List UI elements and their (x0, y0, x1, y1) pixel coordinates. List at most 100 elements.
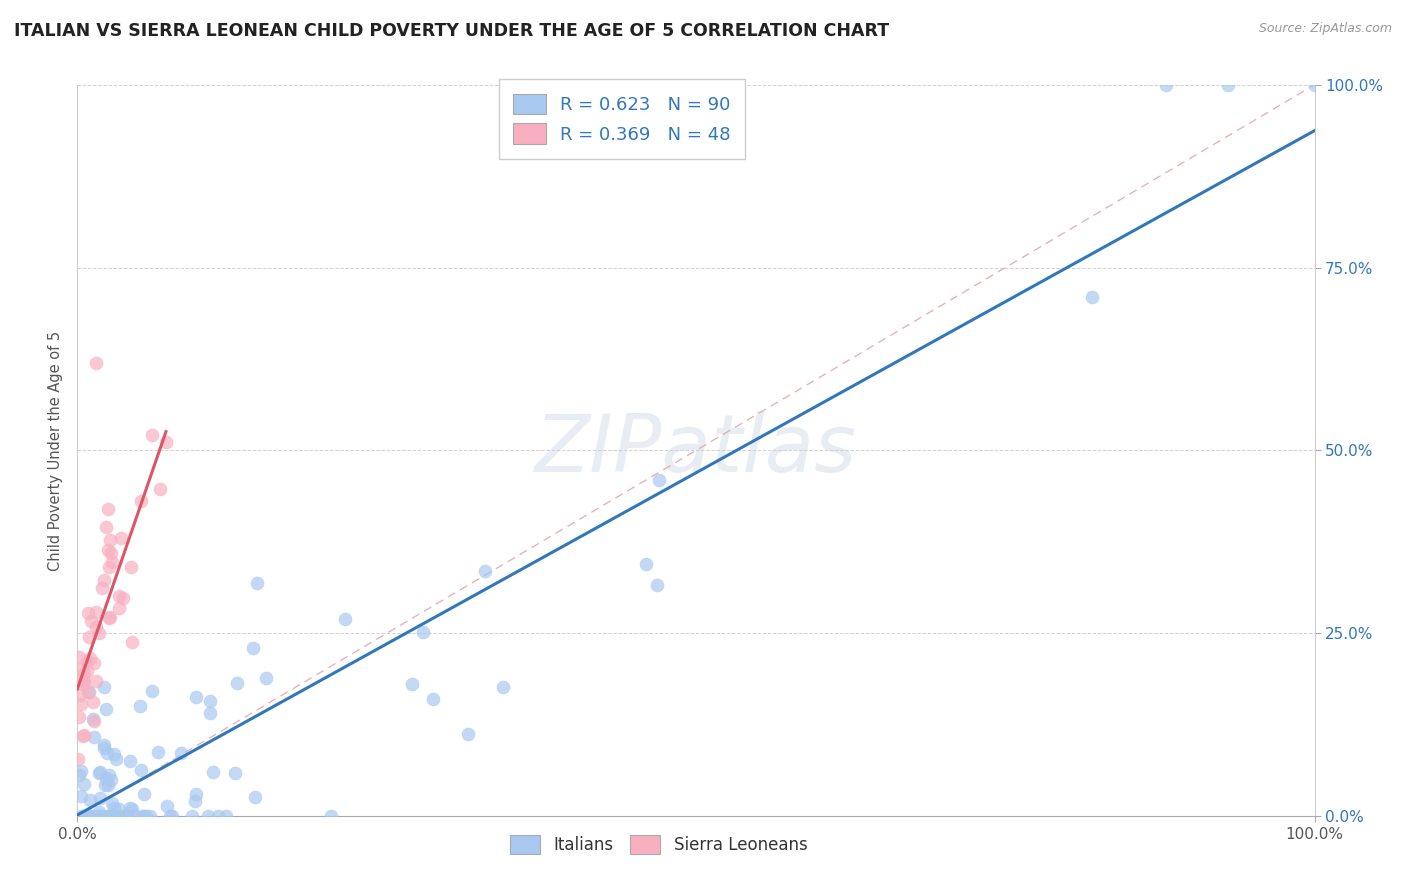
Point (98, 533, 121, 548)
Point (70, 809, 93, 823)
Point (82, 809, 104, 823)
Point (72, 673, 94, 687)
Point (333, 612, 356, 626)
Point (77, 685, 100, 699)
Point (84, 619, 107, 633)
Point (77, 630, 100, 644)
Point (70, 698, 93, 712)
Point (254, 671, 277, 685)
Point (83, 657, 105, 671)
Point (474, 564, 496, 578)
Point (111, 809, 134, 823)
Point (97, 778, 120, 792)
Point (87, 625, 110, 640)
Point (121, 635, 143, 649)
Point (132, 809, 155, 823)
Point (141, 684, 163, 698)
Point (84, 356, 107, 370)
Point (1081, 290, 1104, 304)
Point (89, 765, 111, 780)
Point (1303, 78, 1326, 92)
Point (492, 680, 515, 694)
Point (94, 771, 117, 785)
Point (82, 695, 104, 709)
Point (121, 802, 143, 816)
Point (457, 727, 479, 741)
Y-axis label: Child Poverty Under the Age of 5: Child Poverty Under the Age of 5 (48, 330, 63, 571)
Point (84, 673, 107, 688)
Point (139, 809, 162, 823)
Point (120, 801, 142, 815)
Point (94, 520, 117, 534)
Point (83, 714, 105, 729)
Point (207, 809, 229, 823)
Point (129, 764, 152, 778)
Point (67, 649, 90, 664)
Point (76, 606, 98, 620)
Point (73, 777, 96, 791)
Point (225, 676, 247, 690)
Point (156, 798, 179, 813)
Point (105, 809, 128, 823)
Point (215, 809, 238, 823)
Point (104, 752, 127, 766)
Point (108, 802, 131, 816)
Text: ZIPatlas: ZIPatlas (534, 411, 858, 490)
Point (98, 609, 121, 624)
Point (84, 809, 107, 823)
Point (645, 578, 668, 592)
Point (76, 654, 98, 668)
Point (76, 809, 98, 823)
Point (72, 662, 94, 676)
Point (83, 731, 105, 745)
Point (79, 809, 101, 823)
Point (184, 690, 207, 705)
Point (129, 494, 152, 508)
Point (141, 427, 163, 442)
Point (134, 788, 156, 802)
Point (69, 789, 91, 803)
Point (93, 573, 115, 587)
Point (129, 699, 152, 714)
Point (198, 706, 221, 720)
Point (77, 685, 100, 699)
Point (87, 765, 110, 780)
Point (146, 745, 169, 759)
Point (160, 809, 183, 823)
Point (70, 764, 93, 778)
Point (319, 808, 342, 822)
Point (149, 483, 172, 497)
Point (135, 809, 157, 823)
Point (159, 809, 181, 823)
Point (132, 809, 155, 823)
Point (87, 805, 110, 820)
Point (115, 809, 138, 823)
Point (181, 809, 204, 823)
Point (1216, 78, 1239, 92)
Point (648, 473, 671, 487)
Point (97, 502, 120, 516)
Point (79, 793, 101, 807)
Point (100, 796, 122, 810)
Point (96, 747, 118, 761)
Point (93, 738, 115, 752)
Point (120, 754, 142, 768)
Point (98, 767, 121, 781)
Point (101, 555, 124, 569)
Point (1154, 78, 1177, 92)
Point (97, 809, 120, 823)
Point (636, 558, 658, 572)
Point (186, 787, 208, 801)
Point (103, 800, 125, 814)
Point (246, 576, 269, 591)
Point (110, 531, 132, 545)
Point (89, 791, 111, 805)
Point (73, 675, 96, 690)
Point (67, 709, 90, 723)
Point (245, 790, 267, 805)
Point (91, 582, 114, 596)
Point (122, 809, 145, 823)
Point (80, 615, 103, 629)
Point (100, 809, 122, 823)
Point (79, 651, 101, 665)
